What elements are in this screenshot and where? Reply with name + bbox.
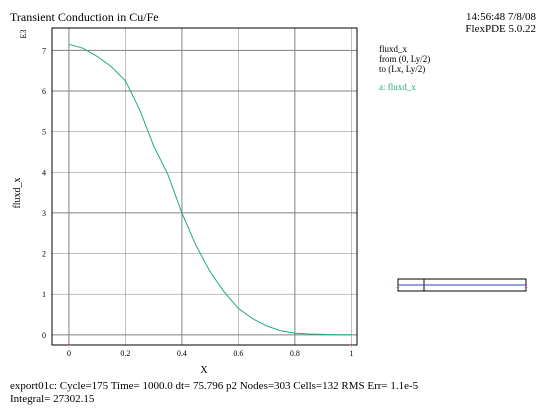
- run-summary: export01c: Cycle=175 Time= 1000.0 dt= 75…: [10, 380, 419, 392]
- y-tick-label: 4: [42, 168, 46, 177]
- legend: fluxd_x from (0, Ly/2) to (Lx, Ly/2) a: …: [379, 44, 430, 92]
- series-line-fluxd-x: [68, 43, 352, 336]
- y-tick-label: 0: [42, 331, 46, 340]
- legend-series-label: a: fluxd_x: [379, 82, 416, 92]
- grid-lines: [52, 28, 357, 345]
- x-axis-label: X: [200, 365, 208, 376]
- legend-from: from (0, Ly/2): [379, 54, 431, 64]
- y-tick-label: 6: [42, 87, 46, 96]
- footer-stats: export01c: Cycle=175 Time= 1000.0 dt= 75…: [10, 380, 418, 406]
- y-tick-label: 2: [42, 250, 46, 259]
- x-tick-label: 0.4: [177, 349, 187, 358]
- legend-to: to (Lx, Ly/2): [379, 64, 426, 74]
- x-tick-label: 0.8: [290, 349, 300, 358]
- y-scale-label: E3: [19, 30, 28, 39]
- domain-inset: + +: [396, 278, 528, 292]
- y-tick-label: 7: [42, 46, 46, 55]
- version-label: FlexPDE 5.0.22: [465, 23, 536, 35]
- x-tick-label: 1: [349, 349, 353, 358]
- plot-title: Transient Conduction in Cu/Fe: [10, 10, 159, 24]
- y-tick-label: 3: [42, 209, 46, 218]
- endpoint-marker: +: [349, 341, 354, 350]
- x-tick-label: 0.6: [233, 349, 243, 358]
- x-tick-label: 0.2: [120, 349, 130, 358]
- plot-frame: [51, 27, 358, 346]
- y-tick-label: 5: [42, 128, 46, 137]
- markers: + +: [67, 341, 354, 350]
- domain-start-marker: +: [396, 284, 400, 292]
- x-tick-label: 0: [67, 349, 71, 358]
- integral-value: Integral= 27302.15: [10, 393, 95, 405]
- axes: [51, 27, 358, 346]
- domain-end-marker: +: [524, 284, 528, 292]
- run-stamp: 14:56:48 7/8/08 FlexPDE 5.0.22: [465, 11, 536, 35]
- endpoint-marker: +: [67, 341, 72, 350]
- tick-labels: 0 0.2 0.4 0.6 0.8 1 0 1 2 3 4 5 6 7: [42, 46, 353, 358]
- legend-variable: fluxd_x: [379, 44, 407, 54]
- timestamp: 14:56:48 7/8/08: [466, 11, 536, 23]
- y-tick-label: 1: [42, 290, 46, 299]
- series-lines: [68, 43, 352, 336]
- y-axis-label: fluxd_x: [12, 177, 23, 208]
